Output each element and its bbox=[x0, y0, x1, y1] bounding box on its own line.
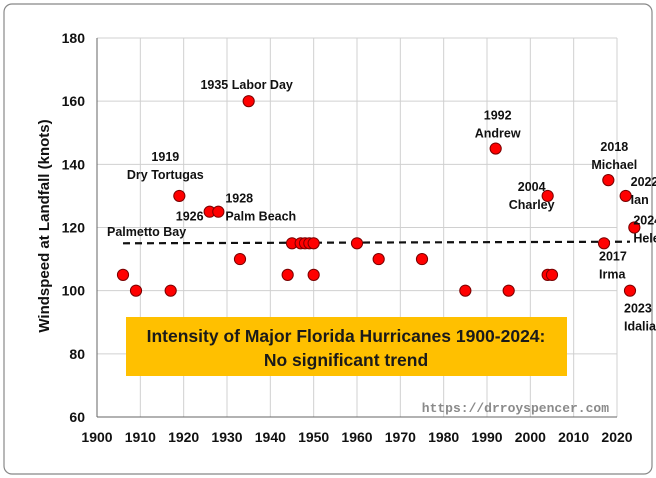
data-point bbox=[502, 284, 515, 297]
data-point bbox=[212, 205, 225, 218]
y-tick-label: 160 bbox=[62, 93, 86, 109]
title-banner: Intensity of Major Florida Hurricanes 19… bbox=[126, 317, 567, 376]
y-tick-label: 140 bbox=[62, 156, 86, 172]
point-annotations: 1935 Labor Day 1919 Dry Tortugas 1926 1928 Pa… bbox=[107, 78, 656, 334]
data-point bbox=[619, 189, 632, 203]
x-tick-label: 1910 bbox=[125, 429, 156, 445]
x-tick-label: 1900 bbox=[81, 429, 112, 445]
credit-url: https://drroyspencer.com bbox=[422, 401, 609, 416]
annotation-label: Idalia bbox=[624, 320, 656, 334]
y-axis-title: Windspeed at Landfall (knots) bbox=[36, 119, 53, 332]
y-tick-label: 80 bbox=[69, 346, 85, 362]
annotation-label: Michael bbox=[591, 158, 637, 172]
annotation-label: 2022 bbox=[631, 175, 656, 189]
data-point bbox=[242, 95, 255, 108]
data-point bbox=[623, 284, 637, 297]
chart-subtitle: No significant trend bbox=[264, 350, 428, 370]
annotation-label: 2004 bbox=[518, 180, 546, 194]
y-tick-label: 100 bbox=[62, 283, 86, 299]
x-tick-label: 1980 bbox=[428, 429, 459, 445]
data-point bbox=[129, 284, 143, 297]
data-point bbox=[602, 174, 615, 187]
data-point bbox=[597, 237, 611, 250]
data-point bbox=[307, 268, 320, 281]
data-point bbox=[372, 252, 385, 266]
annotation-label: 1928 bbox=[225, 192, 253, 206]
data-point bbox=[489, 142, 502, 155]
annotation-label: Palm Beach bbox=[225, 210, 296, 224]
annotation-label: Palmetto Bay bbox=[107, 225, 186, 239]
annotation-label: 2017 bbox=[599, 249, 627, 263]
y-tick-label: 120 bbox=[62, 220, 86, 236]
data-point bbox=[415, 252, 429, 266]
annotation-label: Helene bbox=[633, 232, 656, 246]
annotation-label: Ian bbox=[631, 193, 649, 207]
data-point bbox=[628, 221, 641, 234]
data-point bbox=[350, 237, 364, 250]
x-tick-label: 1960 bbox=[341, 429, 372, 445]
annotation-label: Charley bbox=[509, 198, 555, 212]
y-tick-label: 60 bbox=[69, 409, 85, 425]
data-points bbox=[116, 95, 641, 297]
annotation-label: 2018 bbox=[600, 140, 628, 154]
x-tick-label: 1950 bbox=[298, 429, 329, 445]
annotation-label: Dry Tortugas bbox=[127, 168, 204, 182]
data-point bbox=[459, 284, 472, 297]
x-tick-label: 1930 bbox=[211, 429, 242, 445]
title-banner-background bbox=[126, 317, 567, 376]
y-tick-labels: 60 80 100 120 140 160 180 bbox=[62, 30, 86, 425]
data-point bbox=[233, 252, 247, 266]
x-tick-label: 1990 bbox=[471, 429, 502, 445]
x-tick-label: 1940 bbox=[255, 429, 286, 445]
annotation-label: Andrew bbox=[475, 127, 521, 141]
annotation-label: 1919 bbox=[151, 150, 179, 164]
data-point bbox=[307, 237, 320, 250]
x-tick-label: 2000 bbox=[515, 429, 546, 445]
data-point bbox=[545, 268, 559, 281]
x-tick-label: 2020 bbox=[601, 429, 632, 445]
data-point bbox=[173, 189, 186, 203]
annotation-label: 1926 bbox=[176, 210, 204, 224]
annotation-label: Irma bbox=[599, 267, 626, 281]
axes bbox=[96, 38, 617, 418]
trend-line bbox=[122, 240, 631, 245]
annotation-label: 2023 bbox=[624, 302, 652, 316]
y-tick-label: 180 bbox=[62, 30, 86, 46]
x-tick-labels: 1900 1910 1920 1930 1940 1950 1960 1970 1980 1990… bbox=[81, 429, 632, 445]
x-tick-label: 1920 bbox=[168, 429, 199, 445]
x-tick-label: 1970 bbox=[385, 429, 416, 445]
data-point bbox=[541, 189, 554, 203]
annotation-label: 1935 Labor Day bbox=[200, 78, 292, 92]
chart-title: Intensity of Major Florida Hurricanes 19… bbox=[147, 326, 546, 346]
annotation-label: 1992 bbox=[484, 109, 512, 123]
annotation-label: 2024 bbox=[633, 214, 656, 228]
x-tick-label: 2010 bbox=[558, 429, 589, 445]
data-point bbox=[164, 284, 177, 297]
data-point bbox=[116, 268, 130, 281]
data-point bbox=[281, 268, 294, 281]
